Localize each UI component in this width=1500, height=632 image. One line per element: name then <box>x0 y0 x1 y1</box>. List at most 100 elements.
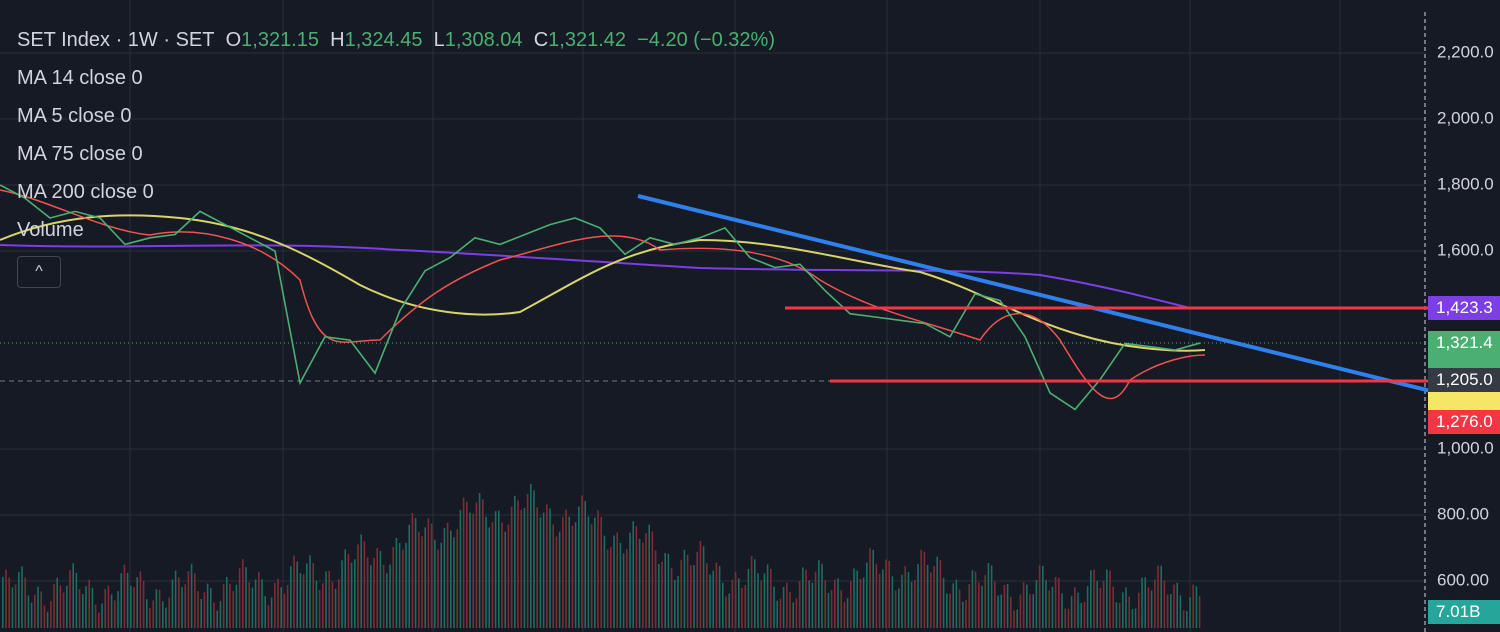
volume-bar <box>917 564 919 628</box>
volume-bar <box>971 570 974 628</box>
volume-bar <box>1192 584 1194 628</box>
volume-bar <box>978 582 980 628</box>
label: O <box>225 29 242 51</box>
volume-bar <box>443 528 446 628</box>
volume-bar <box>50 601 52 628</box>
volume-bar <box>635 526 638 628</box>
volume-bar <box>718 566 721 628</box>
volume-bar <box>536 507 538 628</box>
volume-bar <box>1038 565 1041 628</box>
volume-bar <box>984 575 986 628</box>
volume-bar <box>104 588 106 628</box>
volume-bar <box>677 576 679 628</box>
volume-bar <box>574 522 577 628</box>
volume-bar <box>1134 608 1137 628</box>
volume-bar <box>1086 586 1089 628</box>
volume-bar <box>251 587 254 628</box>
volume-bar <box>1112 586 1114 628</box>
volume-bar <box>843 602 846 628</box>
volume-bar <box>334 588 337 628</box>
volume-bar <box>786 582 788 628</box>
volume-bar <box>670 567 673 628</box>
volume-bar <box>488 527 490 628</box>
volume-bar <box>165 607 167 628</box>
volume-bar <box>27 595 30 628</box>
volume-bar <box>658 564 660 628</box>
volume-bar <box>1083 601 1086 628</box>
volume-bar <box>437 549 439 628</box>
volume-bar <box>510 506 513 628</box>
volume-bar <box>232 591 234 628</box>
volume-bar <box>344 549 346 628</box>
volume-bar <box>418 531 420 628</box>
volume-bar <box>146 599 148 628</box>
volume-bar <box>1035 580 1038 628</box>
volume-bar <box>661 561 663 628</box>
volume-bar <box>482 499 484 628</box>
volume-bar <box>1186 610 1188 628</box>
volume-bar <box>990 565 993 628</box>
ma75-line <box>0 214 1206 352</box>
volume-bar <box>373 557 375 628</box>
volume-bar <box>226 576 228 628</box>
volume-bar <box>1026 584 1028 628</box>
indicator[interactable]: MA 14 close 0 <box>17 67 143 89</box>
volume-bar <box>558 531 561 628</box>
volume-bar <box>219 601 222 628</box>
volume-bar <box>110 594 113 628</box>
volume-bar <box>1102 580 1105 628</box>
volume-bar <box>642 542 644 628</box>
volume-bar <box>546 504 548 628</box>
volume-bar <box>1115 602 1118 628</box>
volume-bar <box>171 579 174 628</box>
volume-bar <box>370 565 372 628</box>
volume-bar <box>341 560 343 628</box>
y-tick-label: 2,200.0 <box>1437 42 1494 61</box>
volume-bar <box>926 564 929 628</box>
volume-bar <box>1198 595 1201 628</box>
volume-bar <box>101 603 103 628</box>
volume-bar <box>21 566 23 628</box>
volume-bar <box>72 563 74 628</box>
volume-bar <box>395 537 398 628</box>
volume-bar <box>222 584 225 628</box>
volume-bar <box>715 562 718 628</box>
volume-bar <box>408 524 410 628</box>
volume-bar <box>178 577 180 628</box>
indicator[interactable]: Volume <box>17 219 84 241</box>
volume-bar <box>680 560 682 628</box>
volume-bar <box>728 593 730 628</box>
volume-bar <box>891 576 894 628</box>
volume-bar <box>5 569 7 628</box>
volume-bar <box>894 590 897 628</box>
volume-bar <box>494 511 497 628</box>
high: 1,324.45 <box>344 29 423 51</box>
collapse-button[interactable]: ^ <box>17 256 61 288</box>
volume-bar <box>754 559 756 628</box>
indicator[interactable]: MA 75 close 0 <box>17 143 143 165</box>
volume-bar <box>1061 593 1063 628</box>
volume-bar <box>946 593 948 628</box>
volume-bar <box>491 522 494 628</box>
volume-bar <box>552 524 554 628</box>
price-tag: 1,321.4 <box>1428 331 1500 355</box>
volume-bar <box>386 573 388 628</box>
volume-bar <box>686 554 689 628</box>
volume-bar <box>667 553 670 628</box>
volume-bar <box>213 602 215 628</box>
volume-bar <box>869 548 871 628</box>
volume-bar <box>1045 579 1047 628</box>
volume-bar <box>766 564 769 628</box>
volume-bar <box>530 483 532 628</box>
indicator[interactable]: MA 200 close 0 <box>17 181 154 203</box>
volume-bar <box>1074 587 1076 628</box>
volume-bar <box>997 595 999 628</box>
volume-bar <box>702 546 705 628</box>
indicator[interactable]: MA 5 close 0 <box>17 105 132 127</box>
volume-bar <box>1173 584 1175 628</box>
volume-bar <box>190 563 193 628</box>
volume-bar <box>1090 570 1092 628</box>
volume-bar <box>824 580 826 628</box>
volume-bar <box>878 574 881 628</box>
volume-bar <box>1176 582 1178 628</box>
